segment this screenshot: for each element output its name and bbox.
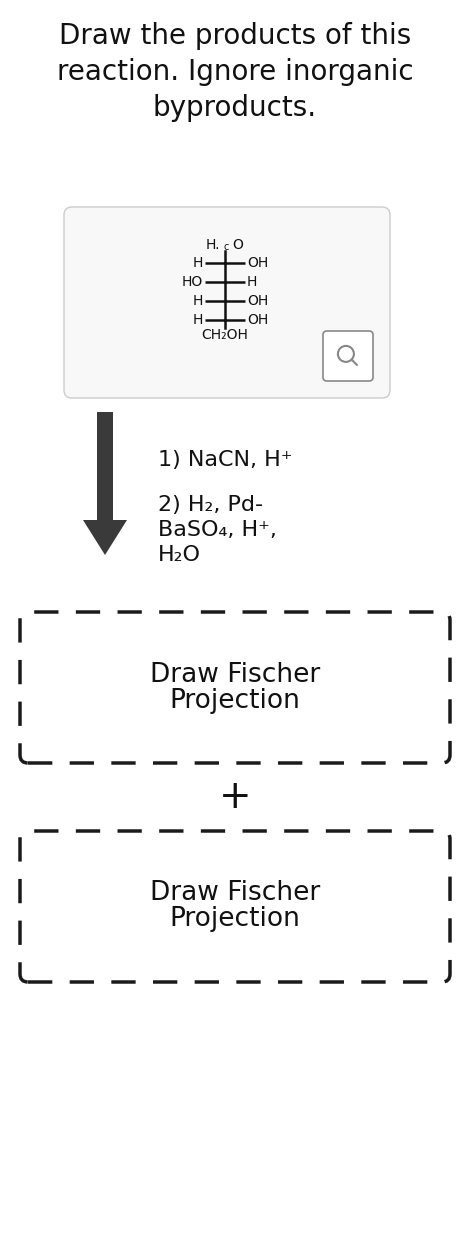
Text: byproducts.: byproducts. xyxy=(153,94,317,122)
Text: OH: OH xyxy=(247,314,268,327)
Text: 2) H₂, Pd-: 2) H₂, Pd- xyxy=(158,495,263,515)
Text: +: + xyxy=(219,777,251,816)
Text: CH₂OH: CH₂OH xyxy=(202,329,249,342)
Text: c: c xyxy=(223,242,228,252)
Text: O: O xyxy=(232,238,243,252)
Text: H₂O: H₂O xyxy=(158,545,201,566)
Text: reaction. Ignore inorganic: reaction. Ignore inorganic xyxy=(57,58,413,87)
Text: OH: OH xyxy=(247,256,268,270)
FancyBboxPatch shape xyxy=(64,207,390,398)
FancyBboxPatch shape xyxy=(323,331,373,381)
FancyBboxPatch shape xyxy=(20,612,450,762)
Text: Projection: Projection xyxy=(170,687,300,714)
FancyBboxPatch shape xyxy=(20,831,450,982)
Text: H.: H. xyxy=(205,238,220,252)
Text: H: H xyxy=(193,256,203,270)
Text: 1) NaCN, H⁺: 1) NaCN, H⁺ xyxy=(158,450,292,470)
Text: H: H xyxy=(193,293,203,308)
Text: BaSO₄, H⁺,: BaSO₄, H⁺, xyxy=(158,520,277,540)
Text: H: H xyxy=(247,275,258,288)
Text: Draw the products of this: Draw the products of this xyxy=(59,23,411,50)
Text: Draw Fischer: Draw Fischer xyxy=(150,662,320,687)
Text: Projection: Projection xyxy=(170,907,300,933)
Text: H: H xyxy=(193,314,203,327)
Text: HO: HO xyxy=(182,275,203,288)
Text: Draw Fischer: Draw Fischer xyxy=(150,880,320,907)
Text: OH: OH xyxy=(247,293,268,308)
Polygon shape xyxy=(83,413,127,556)
